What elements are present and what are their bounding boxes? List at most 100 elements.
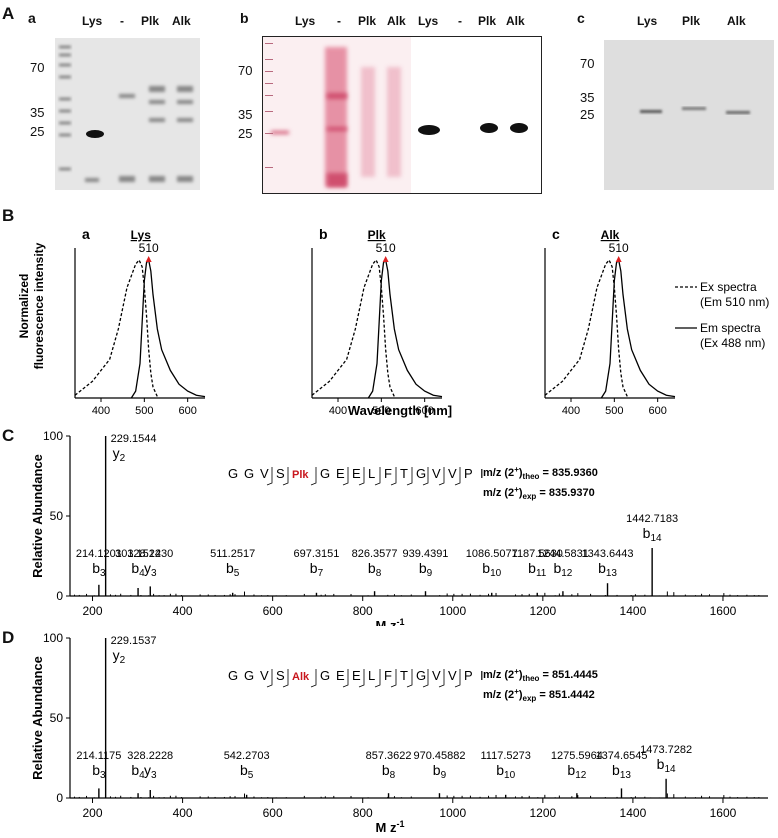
ms-x-tick-label: 200 [83, 604, 103, 618]
gel-bands-c [640, 107, 750, 114]
ms-x-label: M z-1 [376, 617, 405, 626]
peak-label: 510 [139, 241, 159, 255]
mz-exp: m/z (2+)exp = 851.4442 [483, 687, 595, 703]
ms-x-tick-label: 1600 [710, 604, 737, 618]
peptide-residue: G [320, 668, 330, 683]
peptide-residue: I [480, 466, 484, 481]
fragment-cleavage-mark [406, 669, 413, 688]
ms-peak-ion-label: b14 [643, 525, 662, 544]
ms-x-tick-label: 1200 [529, 604, 556, 618]
ms-x-tick-label: 1200 [529, 806, 556, 820]
ms-peak-ion-label: b13 [598, 560, 617, 579]
ms-peak-mz-label: 1343.6443 [582, 548, 634, 560]
legend-ex-sub: (Em 510 nm) [700, 295, 769, 309]
ms-y-tick-label: 100 [43, 631, 63, 645]
spectra-subpanel-letter: a [82, 226, 90, 242]
mz-exp: m/z (2+)exp = 835.9370 [483, 485, 595, 501]
spectra-subpanel-letter: c [552, 226, 560, 242]
spectra-x-tick-label: 400 [562, 405, 580, 417]
legend-em-label: Em spectra [700, 321, 761, 335]
peak-label: 510 [376, 241, 396, 255]
ms-peak-mz-label: 1374.6545 [595, 750, 647, 762]
lane-label: - [458, 14, 462, 28]
ms-y-label: Relative Abundance [30, 656, 45, 780]
peptide-residue: P [464, 466, 473, 481]
ms-peak-ion-label: b3 [92, 560, 106, 579]
spectra-x-tick-label: 600 [415, 405, 433, 417]
ms-x-tick-label: 1400 [620, 806, 647, 820]
peptide-residue: G [228, 466, 238, 481]
fragment-cleavage-mark [358, 669, 365, 688]
panel-label-A: A [2, 4, 15, 23]
peptide-residue: V [432, 466, 441, 481]
ms-peak-mz-label: 1275.5964 [551, 750, 603, 762]
ms-peak-ion-label: b10 [496, 762, 515, 781]
emission-spectrum-line [367, 258, 443, 399]
mw-marker: 25 [238, 126, 253, 141]
fragment-cleavage-mark [422, 669, 429, 688]
western-blot-bands-b [418, 123, 528, 135]
peptide-residue: Plk [292, 469, 309, 481]
emission-spectrum-line [600, 258, 676, 399]
peptide-residue: F [384, 668, 392, 683]
lane-label: Alk [727, 14, 746, 28]
peptide-residue: E [336, 668, 345, 683]
peptide-residue: V [448, 466, 457, 481]
ms-x-tick-label: 1000 [439, 806, 466, 820]
ms-x-tick-label: 600 [263, 806, 283, 820]
lane-label: Alk [506, 14, 525, 28]
peptide-residue: V [260, 668, 269, 683]
lane-label: - [120, 14, 124, 28]
fragment-cleavage-mark [454, 467, 461, 486]
emission-spectrum-line [130, 258, 206, 399]
spectra-legend: Ex spectra (Em 510 nm) Em spectra (Ex 48… [675, 280, 769, 350]
peptide-residue: T [400, 466, 408, 481]
spectra-subpanel-title: Plk [368, 228, 386, 242]
blot-frame-b [262, 36, 542, 194]
ms-peak-ion-label: y2 [113, 647, 126, 666]
excitation-spectrum-line [544, 258, 628, 397]
peptide-residue: G [416, 668, 426, 683]
peptide-residue: V [432, 668, 441, 683]
ms-peak-mz-label: 970.45882 [413, 750, 465, 762]
ms-peak-ion-label: y3 [144, 762, 157, 781]
ms-x-tick-label: 400 [173, 806, 193, 820]
fragment-cleavage-mark [438, 669, 445, 688]
lane-label: Lys [295, 14, 316, 28]
ms-peak-ion-label: b13 [612, 762, 631, 781]
ms-peak-ion-label: b4 [131, 560, 145, 579]
fragment-cleavage-mark [310, 467, 317, 486]
panel-label-C: C [2, 426, 15, 445]
ms-peak-ion-label: b12 [553, 560, 572, 579]
peptide-residue: T [400, 668, 408, 683]
fragment-cleavage-mark [454, 669, 461, 688]
peptide-residue: G [416, 466, 426, 481]
peptide-residue: V [260, 466, 269, 481]
peptide-residue: F [384, 466, 392, 481]
ms-peak-mz-label: 826.3577 [352, 548, 398, 560]
peptide-residue: I [480, 668, 484, 683]
ms-peak-ion-label: b5 [240, 762, 254, 781]
ms-peak-ion-label: y2 [113, 445, 126, 464]
ms-peak-mz-label: 542.2703 [224, 750, 270, 762]
ms-x-tick-label: 600 [263, 604, 283, 618]
ms-spectrum-C: Relative Abundance 0 50 100 200 400 600 800 1000… [30, 429, 768, 626]
lane-label: Plk [478, 14, 497, 28]
ms-peak-ion-label: b14 [657, 756, 676, 775]
lane-label: Plk [358, 14, 377, 28]
fragment-cleavage-mark [390, 669, 397, 688]
legend-em-sub: (Ex 488 nm) [700, 336, 765, 350]
panel-A-c-label: c [577, 10, 585, 26]
ms-peak-ion-label: b8 [382, 762, 396, 781]
ms-peak-ion-label: b8 [368, 560, 382, 579]
ms-spectrum-D: Relative Abundance 0 50 100 200 400 600 800 1000… [30, 631, 768, 835]
gel-image-c [604, 40, 774, 190]
fragment-cleavage-mark [342, 669, 349, 688]
fragment-cleavage-mark [310, 669, 317, 688]
mz-theo: m/z (2+)theo = 835.9360 [483, 465, 598, 481]
ms-peak-mz-label: 1086.5077 [466, 548, 518, 560]
ms-y-tick-label: 50 [50, 509, 64, 523]
peak-label: 510 [609, 241, 629, 255]
ms-peak-ion-label: b4 [131, 762, 145, 781]
fragment-cleavage-mark [406, 467, 413, 486]
